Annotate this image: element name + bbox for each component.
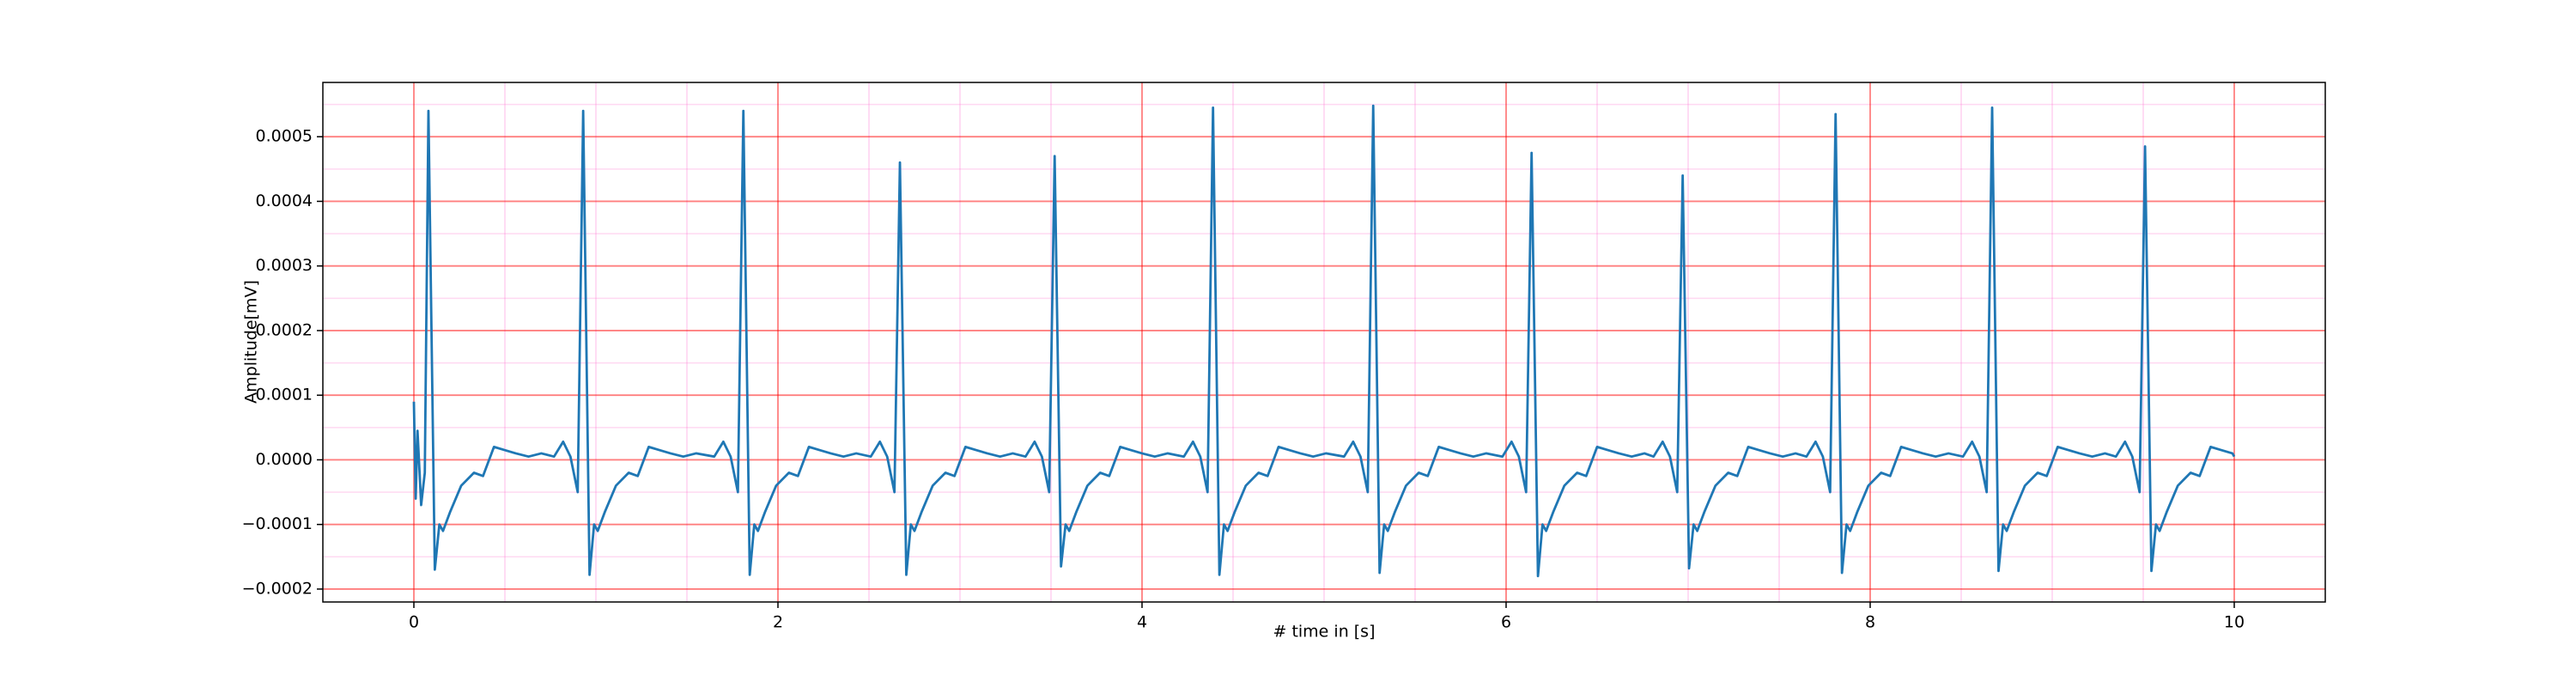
x-axis-label: # time in [s] [1273, 623, 1375, 641]
x-tick-label: 0 [409, 613, 419, 632]
plot-frame [322, 82, 2326, 603]
y-tick-label: 0.0002 [256, 320, 313, 339]
x-tick-label: 10 [2224, 613, 2245, 632]
y-axis-label: Amplitude[mV] [242, 280, 261, 404]
ecg-line [412, 104, 2236, 578]
x-tick-label: 6 [1501, 613, 1511, 632]
y-tick-label: −0.0001 [242, 514, 313, 533]
y-tick-label: 0.0005 [256, 127, 313, 146]
x-tick-label: 2 [773, 613, 783, 632]
y-tick-label: 0.0000 [256, 450, 313, 469]
y-tick-label: 0.0004 [256, 192, 313, 210]
y-tick-label: 0.0001 [256, 386, 313, 404]
x-tick-label: 8 [1865, 613, 1875, 632]
y-tick-label: 0.0003 [256, 256, 313, 275]
y-tick-label: −0.0002 [242, 579, 313, 598]
x-tick-label: 4 [1137, 613, 1147, 632]
